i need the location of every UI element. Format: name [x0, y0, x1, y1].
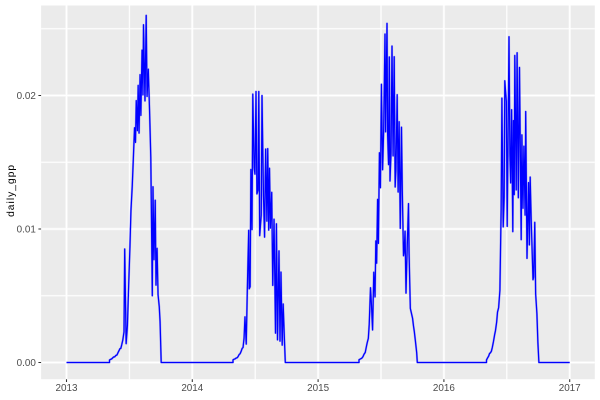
svg-text:0.00: 0.00 [17, 358, 37, 369]
svg-text:0.02: 0.02 [17, 91, 36, 102]
svg-text:2017: 2017 [559, 383, 581, 394]
svg-text:2015: 2015 [307, 383, 329, 394]
svg-text:2016: 2016 [433, 383, 455, 394]
svg-text:2014: 2014 [181, 383, 203, 394]
svg-text:2013: 2013 [56, 383, 78, 394]
svg-text:daily_gpp: daily_gpp [6, 164, 17, 217]
svg-text:0.01: 0.01 [17, 224, 37, 235]
